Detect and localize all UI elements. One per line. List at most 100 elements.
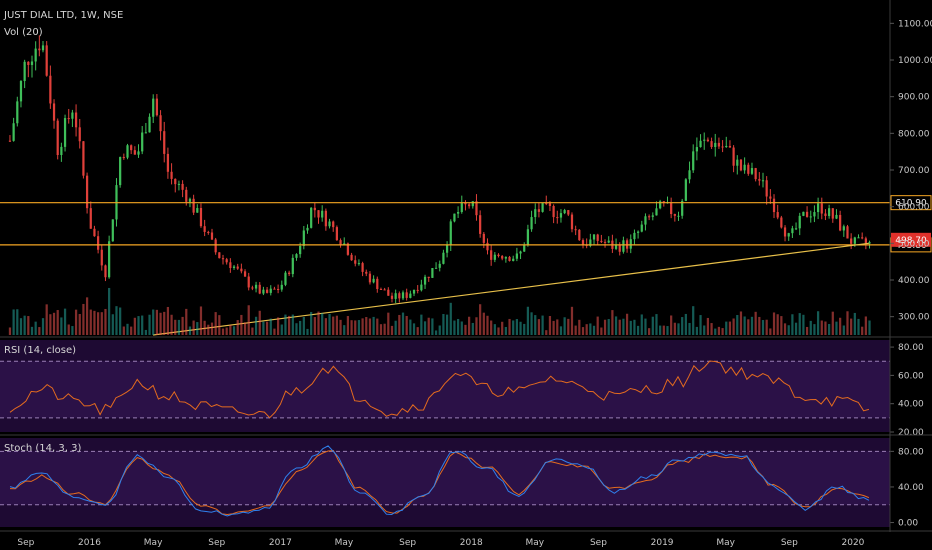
volume-bar — [794, 322, 798, 335]
volume-bar — [199, 306, 203, 335]
candle-body — [306, 227, 309, 231]
volume-bar — [350, 320, 353, 335]
volume-bar — [74, 309, 78, 335]
volume-bar — [434, 330, 438, 335]
candle-body — [335, 227, 339, 241]
indicator-band-fill — [0, 451, 890, 505]
candle-body — [592, 234, 596, 240]
candle-body — [655, 208, 658, 216]
stoch-panel[interactable]: 80.00 40.00 0.00 — [0, 438, 924, 529]
volume-bar — [442, 314, 445, 335]
volume-bar — [523, 323, 526, 335]
candle-body — [265, 289, 269, 293]
volume-bar — [651, 316, 654, 335]
volume-bar — [265, 321, 269, 335]
volume-bar — [141, 315, 144, 335]
candle-body — [254, 284, 258, 289]
candle-body — [85, 175, 89, 209]
candle-body — [8, 140, 12, 142]
volume-bar — [585, 324, 588, 335]
candle-body — [126, 145, 129, 158]
stoch-k-line — [9, 445, 870, 517]
volume-bar — [368, 318, 372, 335]
volume-bar — [210, 322, 214, 335]
volume-bar — [409, 319, 412, 335]
candle-body — [820, 203, 823, 214]
rsi-panel[interactable]: 80.00 60.00 40.00 20.00 — [0, 340, 924, 438]
volume-bar — [758, 316, 761, 335]
candle-body — [177, 183, 181, 185]
volume-bar — [728, 321, 732, 335]
candle-body — [868, 242, 871, 244]
candle-body — [552, 206, 555, 218]
candle-body — [732, 147, 735, 166]
candle-body — [839, 214, 842, 231]
candle-body — [137, 151, 140, 155]
volume-bar — [772, 312, 776, 335]
candle-body — [148, 116, 151, 133]
candle-body — [232, 266, 236, 269]
candle-body — [192, 198, 195, 213]
time-tick-label: May — [716, 538, 735, 548]
candle-body — [372, 278, 375, 283]
symbol-title: JUST DIAL LTD, 1W, NSE — [3, 10, 123, 21]
volume-bar — [49, 314, 52, 335]
volume-bar — [787, 325, 790, 335]
candle-body — [736, 159, 739, 166]
volume-bar — [820, 320, 823, 335]
volume-bar — [747, 319, 750, 335]
price-tick-label: 800.00 — [898, 129, 930, 139]
volume-bar — [115, 306, 118, 335]
volume-bar — [497, 327, 500, 335]
candle-body — [798, 215, 801, 229]
volume-bar — [501, 321, 504, 335]
volume-bar — [85, 297, 89, 335]
candle-body — [321, 210, 324, 218]
candle-body — [471, 201, 474, 207]
volume-bar — [310, 311, 313, 335]
candle-body — [589, 239, 592, 246]
volume-bar — [717, 326, 721, 335]
time-tick-label: May — [526, 538, 545, 548]
volume-bar — [196, 322, 199, 335]
candle-body — [475, 201, 478, 216]
candle-body — [225, 259, 228, 263]
volume-bar — [835, 321, 838, 335]
candle-body — [412, 289, 416, 294]
volume-bar — [100, 312, 103, 335]
candle-body — [328, 221, 331, 227]
indicator-tick-label: 60.00 — [898, 371, 924, 381]
volume-bar — [636, 325, 640, 335]
candle-body — [163, 131, 166, 154]
volume-bar — [243, 322, 247, 335]
volume-bar — [541, 315, 544, 335]
candle-body — [501, 256, 504, 259]
volume-bar — [387, 312, 390, 335]
candle-body — [787, 233, 790, 237]
level-price-badge — [890, 195, 932, 211]
volume-bar — [622, 318, 625, 335]
candle-body — [30, 61, 34, 65]
volume-bar — [218, 315, 221, 335]
volume-bar — [89, 309, 92, 335]
volume-bar — [361, 318, 364, 335]
candle-body — [122, 157, 125, 159]
volume-bar — [23, 315, 26, 335]
volume-bar — [60, 317, 63, 335]
volume-bar — [581, 327, 585, 335]
price-panel[interactable]: 610.90495.80498.70 — [0, 35, 932, 336]
volume-bar — [559, 326, 563, 335]
volume-bar — [41, 318, 45, 335]
candle-body — [640, 224, 643, 232]
candle-body — [772, 198, 776, 213]
volume-bar — [420, 314, 423, 335]
candle-body — [317, 210, 320, 218]
volume-bar — [438, 325, 441, 335]
candle-body — [710, 141, 713, 148]
price-tick-label: 300.00 — [898, 313, 930, 323]
candle-body — [493, 254, 496, 260]
volume-bar — [743, 316, 746, 335]
volume-bar — [479, 304, 482, 335]
volume-bar — [376, 318, 379, 335]
